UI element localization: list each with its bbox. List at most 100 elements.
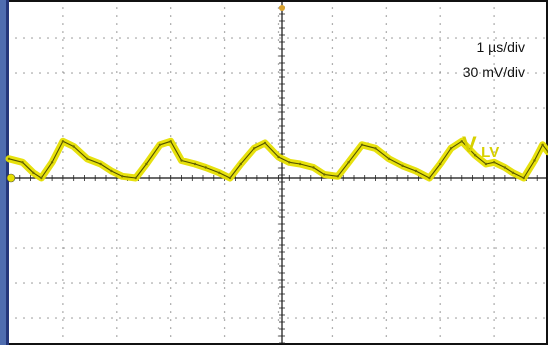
grid-dot — [277, 319, 280, 321]
grid-dot — [47, 317, 49, 319]
grid-dot — [191, 247, 193, 249]
grid-dot — [399, 282, 401, 284]
grid-dot — [439, 255, 441, 257]
trace-point — [336, 175, 339, 178]
trace-point — [360, 143, 364, 146]
grid-dot — [247, 247, 249, 249]
grid-dot — [127, 282, 129, 284]
grid-dot — [391, 317, 393, 319]
grid-dot — [495, 107, 497, 109]
grid-dot — [287, 107, 289, 109]
grid-dot — [47, 282, 49, 284]
grid-dot — [439, 191, 441, 193]
grid-dot — [493, 7, 495, 9]
grid-dot — [116, 191, 118, 193]
grid-dot — [331, 47, 334, 49]
grid-dot — [169, 231, 172, 233]
grid-dot — [15, 72, 17, 74]
grid-dot — [447, 107, 449, 109]
grid-dot — [385, 111, 388, 113]
grid-dot — [277, 127, 280, 129]
grid-dot — [493, 191, 495, 193]
grid-dot — [431, 107, 433, 109]
grid-dot — [169, 103, 172, 105]
grid-dot — [447, 282, 449, 284]
grid-dot — [455, 317, 457, 319]
grid-dot — [343, 212, 345, 214]
grid-dot — [447, 317, 449, 319]
grid-dot — [311, 317, 313, 319]
grid-dot — [343, 107, 345, 109]
grid-dot — [385, 191, 388, 193]
grid-dot — [319, 247, 321, 249]
grid-dot — [277, 271, 280, 273]
grid-dot — [47, 142, 49, 144]
grid-dot — [135, 72, 137, 74]
grid-dot — [277, 295, 280, 297]
grid-dot — [277, 311, 280, 313]
grid-dot — [223, 215, 226, 217]
grid-dot — [439, 39, 441, 41]
grid-dot — [116, 111, 118, 113]
grid-dot — [391, 107, 393, 109]
grid-dot — [167, 282, 169, 284]
grid-dot — [271, 107, 273, 109]
grid-dot — [407, 247, 409, 249]
grid-dot — [431, 37, 433, 39]
grid-dot — [439, 37, 441, 39]
grid-dot — [331, 39, 334, 41]
grid-dot — [87, 107, 89, 109]
grid-dot — [62, 31, 64, 33]
grid-dot — [479, 317, 481, 319]
trace-point — [428, 176, 431, 180]
grid-dot — [223, 282, 225, 284]
grid-dot — [327, 317, 329, 319]
grid-dot — [375, 37, 377, 39]
grid-dot — [263, 247, 265, 249]
grid-dot — [159, 247, 161, 249]
grid-dot — [143, 282, 145, 284]
grid-dot — [127, 72, 129, 74]
grid-dot — [479, 107, 481, 109]
trace-point — [263, 141, 267, 145]
grid-dot — [207, 247, 209, 249]
grid-dot — [23, 72, 25, 74]
grid-dot — [116, 303, 118, 305]
grid-dot — [62, 247, 64, 249]
grid-dot — [116, 183, 118, 185]
grid-dot — [231, 37, 233, 39]
trace-point — [145, 162, 148, 166]
trace-point — [86, 157, 89, 160]
trace-point — [40, 176, 43, 180]
grid-dot — [493, 271, 495, 273]
grid-dot — [343, 37, 345, 39]
grid-dot — [399, 142, 401, 144]
grid-dot — [335, 142, 337, 144]
grid-dot — [111, 142, 113, 144]
grid-dot — [255, 212, 257, 214]
grid-dot — [175, 72, 177, 74]
grid-dot — [151, 317, 153, 319]
grid-dot — [535, 282, 537, 284]
grid-dot — [439, 231, 441, 233]
grid-dot — [116, 295, 118, 297]
grid-dot — [71, 282, 73, 284]
grid-dot — [223, 55, 226, 57]
grid-dot — [223, 167, 226, 169]
grid-dot — [439, 207, 441, 209]
grid-dot — [31, 142, 33, 144]
grid-dot — [169, 271, 172, 273]
grid-dot — [423, 107, 425, 109]
grid-dot — [277, 71, 280, 73]
grid-dot — [169, 327, 172, 329]
grid-dot — [87, 72, 89, 74]
grid-dot — [447, 247, 449, 249]
grid-dot — [223, 95, 226, 97]
grid-dot — [311, 247, 313, 249]
grid-dot — [231, 107, 233, 109]
grid-dot — [95, 317, 97, 319]
grid-dot — [169, 127, 172, 129]
grid-dot — [463, 282, 465, 284]
trace-label: V LV — [462, 132, 499, 161]
grid-dot — [335, 72, 337, 74]
